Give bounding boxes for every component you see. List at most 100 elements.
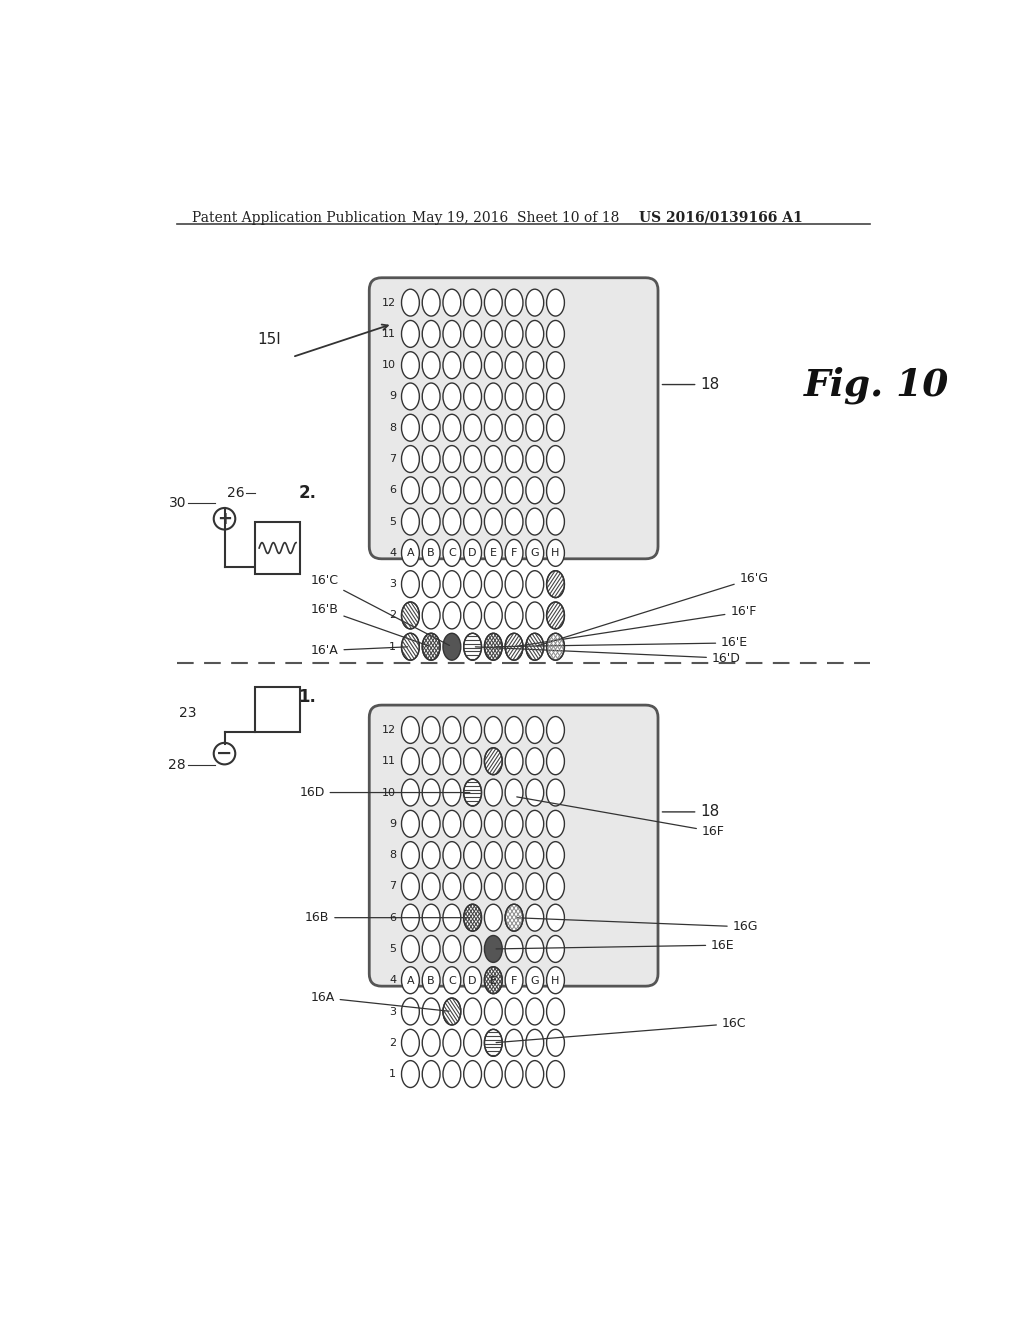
Ellipse shape	[484, 446, 502, 473]
Ellipse shape	[484, 842, 502, 869]
Text: 1: 1	[389, 1069, 396, 1078]
Ellipse shape	[547, 873, 564, 900]
Ellipse shape	[443, 966, 461, 994]
Text: 1.: 1.	[298, 689, 316, 706]
Text: 16'E: 16'E	[496, 636, 749, 649]
Ellipse shape	[443, 602, 461, 628]
Ellipse shape	[547, 602, 564, 628]
Ellipse shape	[505, 748, 523, 775]
Ellipse shape	[464, 289, 481, 315]
Ellipse shape	[505, 540, 523, 566]
Ellipse shape	[484, 966, 502, 994]
Ellipse shape	[484, 810, 502, 837]
Ellipse shape	[547, 477, 564, 504]
Ellipse shape	[464, 321, 481, 347]
FancyBboxPatch shape	[370, 277, 658, 558]
Ellipse shape	[526, 936, 544, 962]
Ellipse shape	[547, 966, 564, 994]
Ellipse shape	[401, 289, 420, 315]
Ellipse shape	[401, 717, 420, 743]
Ellipse shape	[547, 1030, 564, 1056]
Ellipse shape	[401, 540, 420, 566]
Ellipse shape	[505, 414, 523, 441]
Ellipse shape	[422, 351, 440, 379]
Ellipse shape	[443, 446, 461, 473]
Ellipse shape	[505, 602, 523, 628]
Ellipse shape	[505, 634, 523, 660]
Ellipse shape	[547, 508, 564, 535]
Ellipse shape	[443, 998, 461, 1024]
Text: 7: 7	[389, 882, 396, 891]
Ellipse shape	[401, 508, 420, 535]
Ellipse shape	[505, 1030, 523, 1056]
Text: 6: 6	[389, 486, 396, 495]
Ellipse shape	[547, 634, 564, 660]
Text: B: B	[427, 548, 435, 558]
Ellipse shape	[464, 602, 481, 628]
Text: E: E	[489, 975, 497, 986]
Ellipse shape	[443, 936, 461, 962]
Text: 23: 23	[178, 706, 196, 719]
Text: 11: 11	[382, 329, 396, 339]
Text: 28: 28	[168, 758, 186, 772]
Ellipse shape	[505, 904, 523, 931]
Ellipse shape	[422, 748, 440, 775]
Ellipse shape	[401, 998, 420, 1024]
Text: 16B: 16B	[305, 911, 470, 924]
FancyBboxPatch shape	[255, 688, 300, 733]
Text: 11: 11	[382, 756, 396, 767]
Ellipse shape	[464, 1030, 481, 1056]
Ellipse shape	[547, 540, 564, 566]
Text: 16C: 16C	[496, 1016, 746, 1043]
Ellipse shape	[547, 602, 564, 628]
Ellipse shape	[422, 717, 440, 743]
Ellipse shape	[547, 414, 564, 441]
Ellipse shape	[464, 570, 481, 598]
Ellipse shape	[464, 842, 481, 869]
Ellipse shape	[401, 570, 420, 598]
Ellipse shape	[401, 634, 420, 660]
Text: 8: 8	[389, 422, 396, 433]
Ellipse shape	[422, 321, 440, 347]
Ellipse shape	[526, 634, 544, 660]
Ellipse shape	[422, 904, 440, 931]
Ellipse shape	[401, 748, 420, 775]
Text: 16G: 16G	[517, 917, 758, 933]
Ellipse shape	[526, 540, 544, 566]
Ellipse shape	[443, 1030, 461, 1056]
Ellipse shape	[505, 966, 523, 994]
Ellipse shape	[464, 351, 481, 379]
Ellipse shape	[526, 508, 544, 535]
Ellipse shape	[484, 936, 502, 962]
Text: 2: 2	[389, 1038, 396, 1048]
Ellipse shape	[401, 1030, 420, 1056]
Ellipse shape	[526, 414, 544, 441]
Ellipse shape	[443, 477, 461, 504]
Ellipse shape	[422, 383, 440, 411]
Ellipse shape	[484, 383, 502, 411]
Ellipse shape	[464, 904, 481, 931]
Ellipse shape	[464, 634, 481, 660]
Text: 9: 9	[389, 392, 396, 401]
Ellipse shape	[401, 810, 420, 837]
Ellipse shape	[484, 904, 502, 931]
Ellipse shape	[526, 998, 544, 1024]
Text: 3: 3	[389, 579, 396, 589]
Text: D: D	[468, 548, 477, 558]
Ellipse shape	[484, 634, 502, 660]
Ellipse shape	[443, 904, 461, 931]
Text: 16'B: 16'B	[310, 603, 428, 645]
Ellipse shape	[547, 904, 564, 931]
Ellipse shape	[526, 289, 544, 315]
Ellipse shape	[401, 383, 420, 411]
Ellipse shape	[443, 289, 461, 315]
Text: 26: 26	[227, 486, 245, 500]
Ellipse shape	[505, 842, 523, 869]
Ellipse shape	[401, 1061, 420, 1088]
Ellipse shape	[443, 779, 461, 807]
Text: 16'D: 16'D	[475, 647, 740, 665]
Ellipse shape	[422, 842, 440, 869]
Ellipse shape	[422, 1030, 440, 1056]
Ellipse shape	[464, 446, 481, 473]
Text: F: F	[511, 548, 517, 558]
